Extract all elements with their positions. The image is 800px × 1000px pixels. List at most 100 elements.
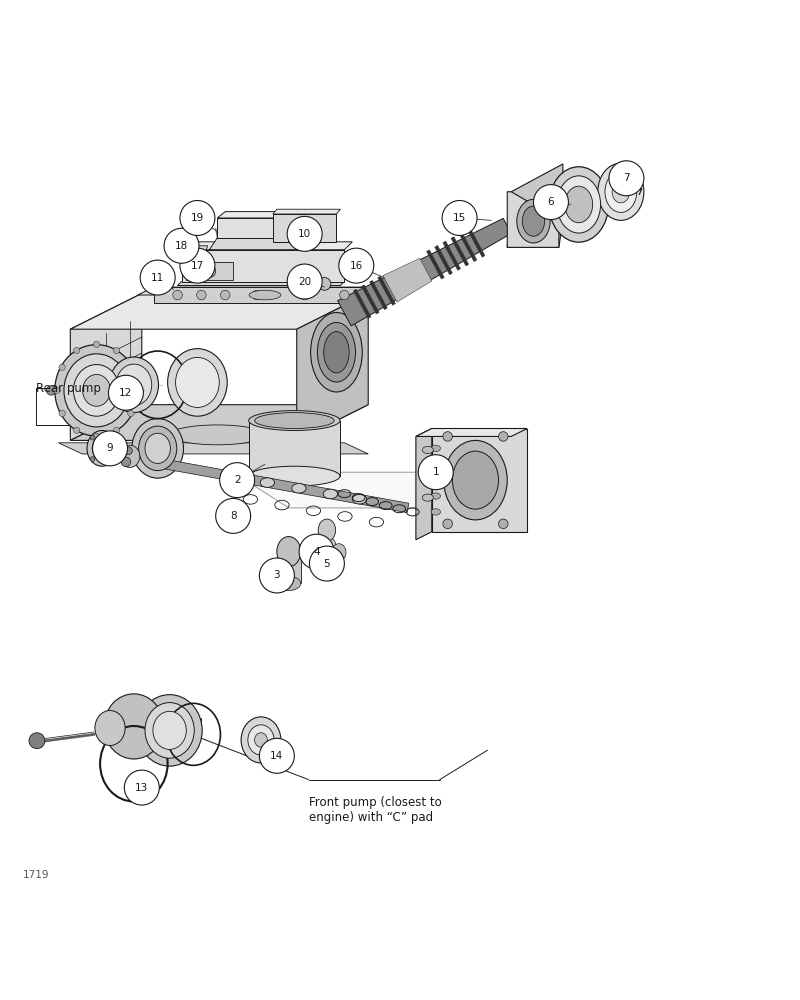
- Polygon shape: [273, 214, 337, 242]
- Text: 14: 14: [270, 751, 283, 761]
- Ellipse shape: [55, 345, 138, 436]
- Circle shape: [173, 290, 182, 300]
- Circle shape: [252, 290, 262, 300]
- Ellipse shape: [254, 413, 334, 428]
- Ellipse shape: [598, 163, 644, 220]
- Text: 16: 16: [350, 261, 363, 271]
- Circle shape: [498, 519, 508, 529]
- Polygon shape: [362, 285, 379, 314]
- Circle shape: [299, 534, 334, 569]
- Ellipse shape: [277, 537, 301, 567]
- Polygon shape: [467, 228, 485, 257]
- Polygon shape: [507, 192, 559, 247]
- Polygon shape: [210, 238, 313, 250]
- Circle shape: [90, 457, 95, 461]
- Circle shape: [443, 519, 453, 529]
- Ellipse shape: [422, 494, 434, 501]
- Circle shape: [117, 400, 126, 409]
- Circle shape: [74, 347, 80, 354]
- Ellipse shape: [318, 322, 355, 382]
- Circle shape: [110, 435, 114, 440]
- Polygon shape: [178, 282, 344, 286]
- Circle shape: [124, 770, 159, 805]
- Circle shape: [443, 432, 453, 441]
- Polygon shape: [370, 280, 387, 310]
- Circle shape: [534, 185, 569, 220]
- Ellipse shape: [248, 725, 274, 755]
- Polygon shape: [297, 293, 368, 440]
- Polygon shape: [383, 258, 432, 302]
- Ellipse shape: [82, 374, 110, 406]
- Ellipse shape: [74, 365, 119, 416]
- Ellipse shape: [137, 695, 202, 766]
- Ellipse shape: [254, 733, 267, 747]
- Ellipse shape: [132, 419, 183, 478]
- Polygon shape: [186, 262, 233, 280]
- Circle shape: [340, 290, 349, 300]
- Circle shape: [133, 387, 139, 394]
- Circle shape: [164, 228, 199, 263]
- Circle shape: [90, 435, 95, 440]
- Circle shape: [259, 558, 294, 593]
- Text: 12: 12: [119, 388, 133, 398]
- Circle shape: [109, 375, 143, 410]
- Polygon shape: [416, 428, 432, 540]
- Ellipse shape: [453, 451, 498, 509]
- Ellipse shape: [95, 711, 125, 745]
- Polygon shape: [459, 232, 477, 262]
- Circle shape: [442, 200, 477, 235]
- Ellipse shape: [277, 576, 301, 591]
- Polygon shape: [416, 428, 527, 436]
- Ellipse shape: [431, 509, 441, 515]
- Polygon shape: [218, 218, 313, 238]
- Ellipse shape: [145, 703, 194, 758]
- Polygon shape: [426, 250, 444, 279]
- Ellipse shape: [260, 478, 274, 487]
- Ellipse shape: [522, 206, 545, 236]
- Ellipse shape: [323, 489, 338, 499]
- Ellipse shape: [64, 354, 129, 427]
- Ellipse shape: [431, 493, 441, 499]
- Polygon shape: [165, 460, 409, 513]
- Polygon shape: [182, 242, 352, 250]
- Text: 8: 8: [230, 511, 237, 521]
- Circle shape: [197, 290, 206, 300]
- Ellipse shape: [168, 349, 227, 416]
- Circle shape: [94, 412, 103, 421]
- Circle shape: [93, 431, 127, 466]
- Polygon shape: [70, 293, 368, 329]
- Polygon shape: [277, 552, 301, 583]
- Circle shape: [287, 216, 322, 251]
- Polygon shape: [138, 287, 372, 295]
- Polygon shape: [432, 428, 527, 532]
- Circle shape: [114, 427, 119, 433]
- Polygon shape: [273, 209, 341, 214]
- Polygon shape: [58, 443, 368, 454]
- Ellipse shape: [145, 433, 170, 463]
- Ellipse shape: [517, 199, 550, 243]
- Ellipse shape: [120, 445, 140, 467]
- Text: 18: 18: [175, 241, 188, 251]
- Circle shape: [498, 432, 508, 441]
- Circle shape: [121, 457, 130, 467]
- Text: 11: 11: [151, 273, 164, 283]
- Polygon shape: [70, 405, 368, 440]
- Polygon shape: [378, 276, 395, 305]
- Circle shape: [203, 265, 216, 278]
- Text: 1719: 1719: [22, 870, 49, 880]
- Ellipse shape: [422, 462, 434, 469]
- Text: Rear pump: Rear pump: [36, 382, 101, 395]
- Text: 7: 7: [623, 173, 630, 183]
- Circle shape: [318, 278, 331, 290]
- Ellipse shape: [249, 411, 340, 430]
- Polygon shape: [451, 237, 469, 266]
- Polygon shape: [354, 289, 371, 318]
- Circle shape: [114, 347, 119, 354]
- Ellipse shape: [153, 711, 186, 749]
- Ellipse shape: [138, 426, 177, 471]
- Polygon shape: [233, 472, 499, 508]
- Circle shape: [339, 248, 374, 283]
- Circle shape: [418, 455, 454, 490]
- Ellipse shape: [422, 478, 434, 485]
- Circle shape: [300, 290, 310, 300]
